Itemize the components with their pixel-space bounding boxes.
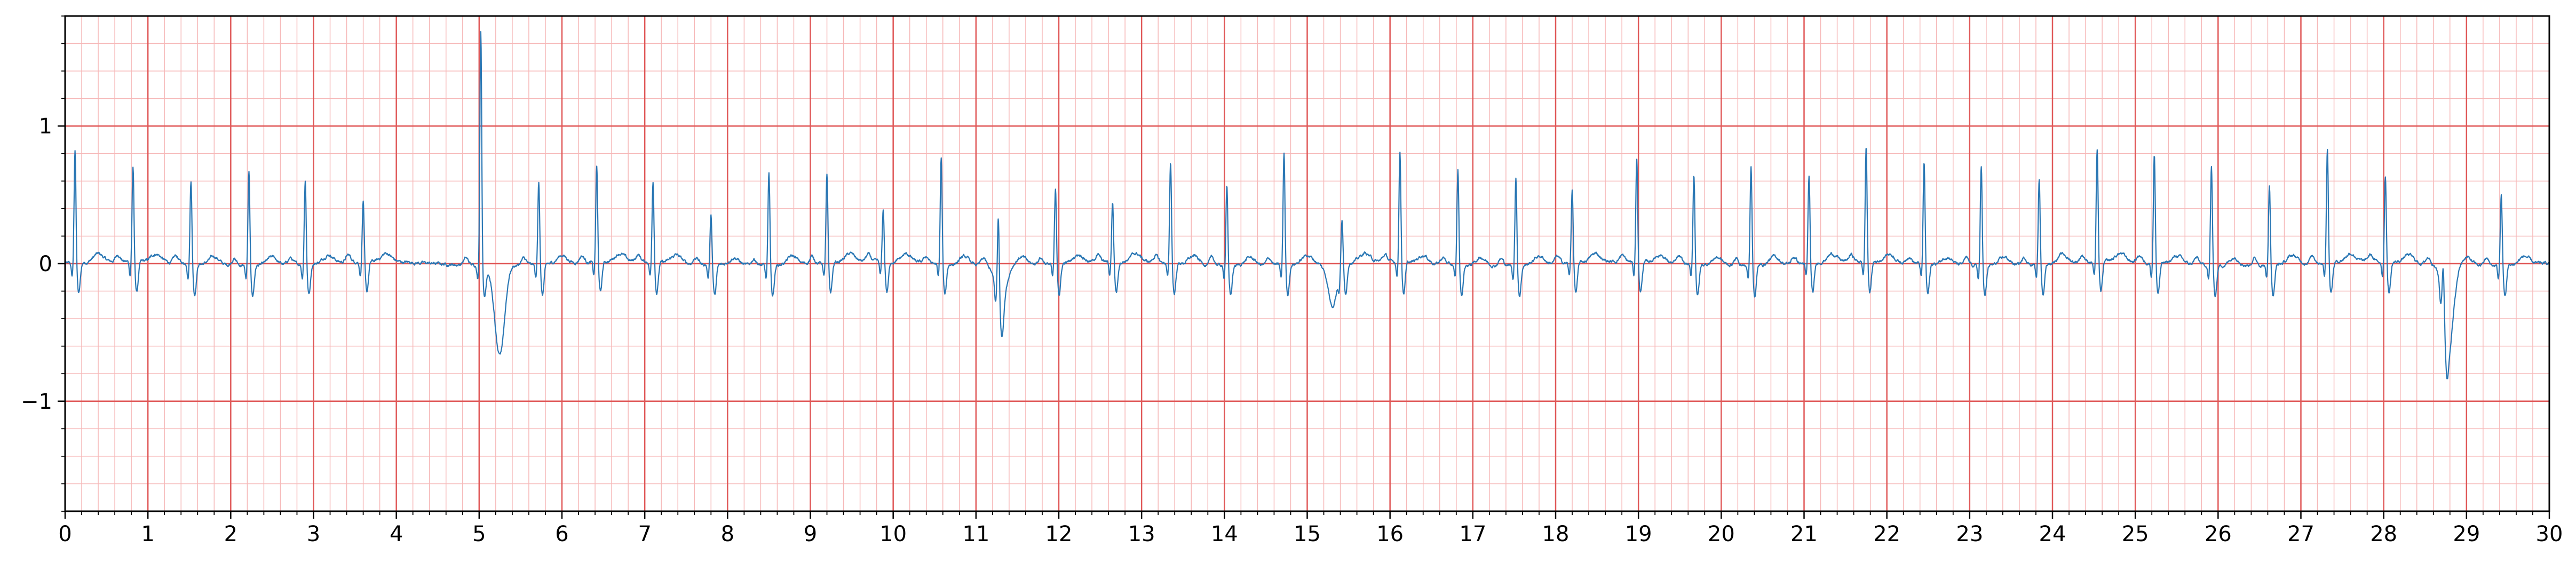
grid-major [64, 16, 2550, 511]
x-tick-label: 4 [390, 522, 403, 546]
x-tick-label: 26 [2205, 522, 2232, 546]
x-axis: 0 1 2 3 4 5 6 7 8 9 10 11 12 13 14 15 16 17 18 19 20 21 22 23 24… [58, 511, 2563, 546]
x-tick-label: 0 [58, 522, 72, 546]
x-tick-label: 27 [2287, 522, 2315, 546]
y-tick-label: −1 [21, 390, 52, 414]
x-tick-label: 22 [1873, 522, 1900, 546]
x-tick-label: 17 [1459, 522, 1486, 546]
x-tick-label: 14 [1211, 522, 1238, 546]
x-tick-label: 3 [307, 522, 320, 546]
x-tick-label: 21 [1790, 522, 1818, 546]
x-tick-label: 28 [2370, 522, 2397, 546]
x-tick-label: 6 [555, 522, 568, 546]
x-tick-label: 1 [141, 522, 154, 546]
x-tick-label: 8 [721, 522, 734, 546]
series-layer [65, 31, 2550, 379]
x-tick-label: 30 [2536, 522, 2563, 546]
y-tick-label: 0 [39, 252, 52, 276]
x-tick-label: 24 [2039, 522, 2066, 546]
x-tick-label: 5 [472, 522, 486, 546]
x-tick-label: 10 [879, 522, 907, 546]
x-tick-label: 23 [1956, 522, 1983, 546]
y-tick-label: 1 [39, 114, 52, 139]
x-tick-label: 20 [1708, 522, 1735, 546]
x-tick-label: 12 [1045, 522, 1073, 546]
y-axis: −1 0 1 [21, 15, 65, 512]
x-tick-label: 13 [1128, 522, 1155, 546]
x-tick-label: 11 [962, 522, 989, 546]
x-tick-label: 29 [2453, 522, 2480, 546]
ecg-trace-line [65, 31, 2550, 379]
x-tick-label: 16 [1376, 522, 1404, 546]
x-tick-label: 7 [638, 522, 651, 546]
x-tick-label: 25 [2122, 522, 2149, 546]
x-tick-label: 19 [1625, 522, 1652, 546]
x-tick-label: 18 [1542, 522, 1570, 546]
x-tick-label: 2 [224, 522, 237, 546]
x-tick-label: 9 [804, 522, 817, 546]
x-tick-label: 15 [1294, 522, 1321, 546]
